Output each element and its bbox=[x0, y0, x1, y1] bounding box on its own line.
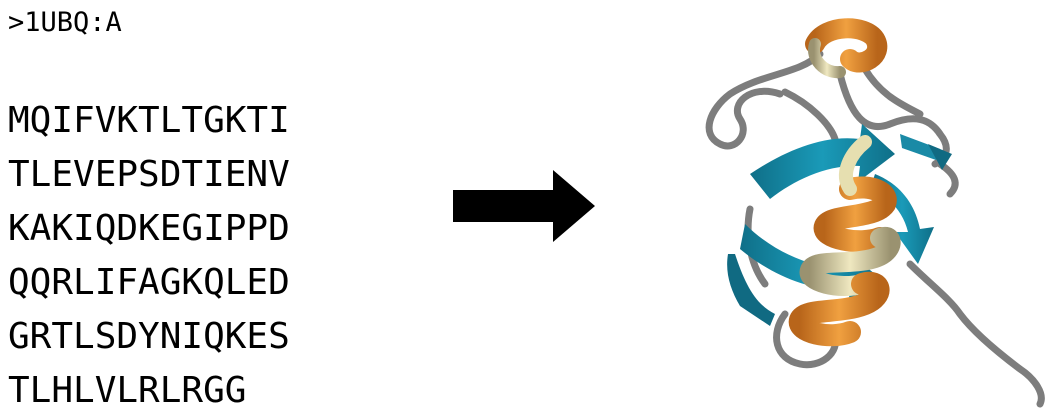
top-helix bbox=[805, 18, 888, 79]
sequence-header: >1UBQ:A bbox=[8, 7, 122, 38]
sequence-line-3: KAKIQDKEGIPPD bbox=[8, 208, 290, 249]
right-arrow-icon bbox=[453, 170, 595, 242]
sequence-line-5: GRTLSDYNIQKES bbox=[8, 316, 290, 357]
sequence-line-1: MQIFVKTLTGKTI bbox=[8, 100, 290, 141]
arrow-shape bbox=[453, 170, 595, 242]
sequence-line-6: TLHLVLRLRGG bbox=[8, 370, 247, 411]
protein-structure-illustration bbox=[705, 18, 1045, 408]
coil-loops bbox=[705, 50, 1045, 408]
sequence-line-2: TLEVEPSDTIENV bbox=[8, 154, 290, 195]
sequence-block: MQIFVKTLTGKTI TLEVEPSDTIENV KAKIQDKEGIPP… bbox=[8, 94, 290, 418]
alpha-helix bbox=[788, 135, 901, 347]
sequence-line-4: QQRLIFAGKQLED bbox=[8, 262, 290, 303]
